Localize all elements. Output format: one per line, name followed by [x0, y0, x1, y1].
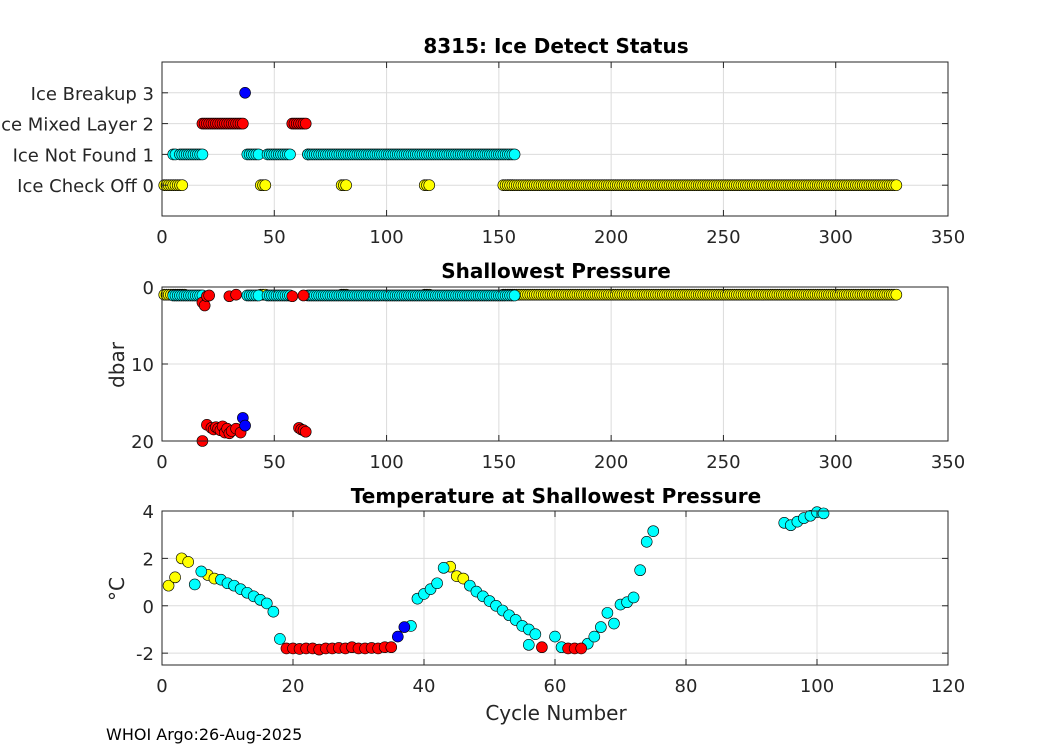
data-point [640, 535, 653, 548]
data-point [890, 288, 903, 301]
x-tick-label: 50 [263, 452, 286, 473]
data-point [627, 591, 640, 604]
x-tick-label: 0 [156, 452, 167, 473]
data-point [595, 621, 607, 633]
temperature-panel: Temperature at Shallowest Pressure 0 20 40… [105, 484, 965, 725]
x-tick-label: 40 [413, 676, 436, 697]
y-tick-label: 10 [131, 355, 154, 376]
data-point [299, 425, 312, 438]
data-point [549, 630, 561, 643]
data-point [647, 525, 660, 537]
x-tick-label: 200 [594, 227, 628, 248]
y-tick-label: Ice Not Found 1 [13, 145, 154, 166]
x-tick-label: 120 [931, 676, 965, 697]
y-tick-label: 0 [143, 597, 154, 618]
x-tick-label: 250 [706, 452, 740, 473]
x-tick-label: 50 [263, 227, 286, 248]
data-point [162, 579, 175, 592]
data-point [259, 179, 272, 191]
x-tick-label: 0 [156, 227, 167, 248]
data-point [423, 179, 436, 191]
x-tick-label: 20 [282, 676, 305, 697]
data-point [237, 117, 249, 130]
x-tick-label: 150 [482, 452, 516, 473]
x-tick-label: 80 [675, 676, 698, 697]
data-point [890, 179, 903, 191]
ice-detect-status-axes [161, 61, 949, 217]
data-point [239, 87, 251, 99]
data-point [575, 642, 588, 655]
x-tick-label: 350 [931, 452, 965, 473]
data-point [385, 641, 398, 654]
x-tick-label: 100 [800, 676, 834, 697]
temperature-title: Temperature at Shallowest Pressure [351, 484, 761, 508]
x-tick-label: 300 [819, 227, 853, 248]
data-point [508, 289, 521, 302]
data-point [522, 639, 535, 651]
data-point [634, 564, 646, 577]
data-point [297, 289, 310, 302]
data-point [230, 288, 242, 301]
data-point [437, 562, 450, 574]
ice-detect-status-panel: 8315: Ice Detect Status 0 50 100 150 200 250 3… [0, 34, 965, 248]
x-tick-label: 250 [706, 227, 740, 248]
data-point [391, 630, 404, 643]
data-point [267, 605, 280, 618]
data-point [274, 633, 286, 645]
data-point [536, 641, 548, 654]
data-point [284, 148, 296, 161]
y-tick-label: Ice Breakup 3 [31, 84, 154, 105]
y-tick-label: Ice Check Off 0 [17, 176, 154, 197]
data-point [529, 628, 542, 641]
x-tick-label: 300 [819, 452, 853, 473]
temperature-xlabel: Cycle Number [485, 701, 627, 725]
shallowest-pressure-axes [161, 286, 949, 442]
data-point [817, 507, 830, 520]
y-tick-label: 20 [131, 432, 154, 453]
data-point [431, 577, 443, 590]
x-tick-label: 150 [482, 227, 516, 248]
data-point [182, 556, 194, 568]
data-point [340, 179, 352, 191]
x-tick-label: 60 [544, 676, 567, 697]
y-tick-label: 2 [143, 549, 154, 570]
temperature-ylabel: °C [105, 577, 129, 601]
y-tick-label: Ice Mixed Layer 2 [0, 115, 154, 136]
data-point [195, 565, 208, 578]
data-point [601, 607, 614, 619]
x-tick-label: 0 [156, 676, 167, 697]
temperature-axes [161, 510, 949, 666]
data-point [169, 571, 181, 584]
data-point [203, 289, 215, 302]
x-tick-label: 350 [931, 227, 965, 248]
data-point [176, 179, 189, 191]
y-tick-label: -2 [136, 644, 154, 665]
data-point [260, 597, 273, 610]
data-point [608, 617, 620, 630]
footer-credit: WHOI Argo:26-Aug-2025 [106, 725, 303, 744]
shallowest-pressure-title: Shallowest Pressure [441, 259, 671, 283]
data-point [398, 621, 411, 633]
x-tick-label: 100 [369, 227, 403, 248]
x-tick-label: 100 [369, 452, 403, 473]
y-tick-label: 4 [143, 502, 154, 523]
data-point [196, 148, 209, 161]
ice-detect-status-title: 8315: Ice Detect Status [423, 34, 688, 58]
data-point [299, 117, 312, 130]
x-tick-label: 200 [594, 452, 628, 473]
shallowest-pressure-ylabel: dbar [105, 341, 129, 388]
data-point [508, 148, 521, 161]
data-point [239, 419, 251, 432]
data-point [188, 578, 201, 591]
y-tick-label: 0 [143, 278, 154, 299]
shallowest-pressure-panel: Shallowest Pressure 0 50 100 150 200 250 300 35… [105, 259, 965, 473]
data-point [286, 290, 299, 303]
data-point [588, 630, 601, 643]
